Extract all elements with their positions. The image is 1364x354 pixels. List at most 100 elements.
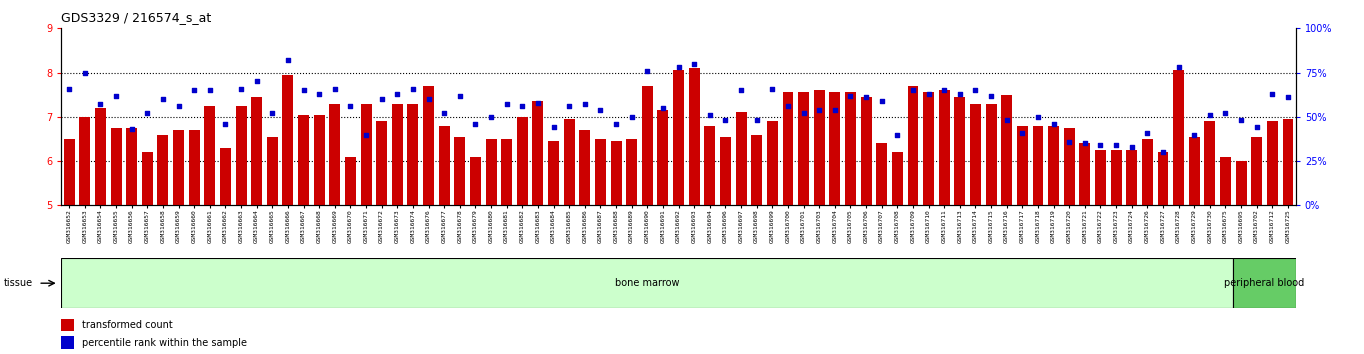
Text: peripheral blood: peripheral blood <box>1225 278 1305 288</box>
Bar <box>923 92 934 205</box>
Point <box>887 132 908 137</box>
Point <box>465 121 487 127</box>
Text: tissue: tissue <box>4 278 33 288</box>
Bar <box>501 139 512 205</box>
Point <box>1277 95 1299 100</box>
Point <box>277 57 299 63</box>
Point <box>1012 130 1034 136</box>
Point <box>449 93 471 98</box>
Bar <box>1173 70 1184 205</box>
Point <box>199 87 221 93</box>
Bar <box>157 135 168 205</box>
Point <box>840 93 862 98</box>
Bar <box>251 97 262 205</box>
Bar <box>173 130 184 205</box>
Point <box>480 114 502 120</box>
Point <box>105 93 127 98</box>
Point <box>855 95 877 100</box>
Point <box>964 87 986 93</box>
Point <box>543 125 565 130</box>
Point <box>1168 64 1189 70</box>
Bar <box>1018 126 1028 205</box>
Point <box>1121 144 1143 150</box>
Point <box>1042 121 1064 127</box>
Point <box>637 68 659 74</box>
Bar <box>1189 137 1200 205</box>
Bar <box>955 97 966 205</box>
Point <box>323 86 345 91</box>
Bar <box>282 75 293 205</box>
Bar <box>220 148 231 205</box>
Bar <box>783 92 794 205</box>
Point <box>1199 112 1221 118</box>
Point <box>308 91 330 97</box>
Bar <box>861 97 872 205</box>
Bar <box>938 90 949 205</box>
Point <box>262 110 284 116</box>
Point <box>933 87 955 93</box>
Point <box>1058 139 1080 144</box>
Point <box>777 103 799 109</box>
Point <box>168 103 190 109</box>
Point <box>746 118 768 123</box>
Bar <box>1095 150 1106 205</box>
Point <box>730 87 752 93</box>
Bar <box>704 126 715 205</box>
Point <box>824 107 846 113</box>
Bar <box>720 137 731 205</box>
Bar <box>1142 139 1153 205</box>
Text: transformed count: transformed count <box>82 320 173 330</box>
Bar <box>1048 126 1058 205</box>
Point <box>761 86 783 91</box>
Bar <box>626 139 637 205</box>
Bar <box>1251 137 1262 205</box>
Point <box>527 100 548 105</box>
Point <box>606 121 627 127</box>
Point <box>340 103 361 109</box>
Point <box>715 118 737 123</box>
Point <box>996 118 1018 123</box>
Bar <box>1267 121 1278 205</box>
Bar <box>236 106 247 205</box>
Bar <box>752 135 762 205</box>
Bar <box>61 319 74 331</box>
Point <box>558 103 580 109</box>
Bar <box>79 117 90 205</box>
Bar <box>1233 258 1296 308</box>
Point <box>512 103 533 109</box>
Point <box>495 102 517 107</box>
Point <box>386 91 408 97</box>
Point <box>574 102 596 107</box>
Bar <box>814 90 825 205</box>
Point <box>214 121 236 127</box>
Point <box>151 96 173 102</box>
Bar <box>1064 128 1075 205</box>
Point <box>417 96 439 102</box>
Bar <box>205 106 216 205</box>
Point <box>74 70 95 75</box>
Bar <box>532 101 543 205</box>
Bar <box>345 157 356 205</box>
Bar <box>798 92 809 205</box>
Bar <box>548 141 559 205</box>
Bar <box>408 104 419 205</box>
Bar <box>1204 121 1215 205</box>
Point <box>402 86 424 91</box>
Bar <box>1282 119 1293 205</box>
Bar <box>1079 143 1090 205</box>
Point <box>246 79 267 84</box>
Point <box>1105 142 1127 148</box>
Point <box>355 132 376 137</box>
Bar <box>657 110 668 205</box>
Bar <box>892 152 903 205</box>
Bar <box>1033 126 1043 205</box>
Bar <box>563 119 574 205</box>
Bar <box>1236 161 1247 205</box>
Point <box>1262 91 1284 97</box>
Point <box>1153 149 1174 155</box>
Point <box>698 112 720 118</box>
Bar <box>611 141 622 205</box>
Bar <box>672 70 685 205</box>
Point <box>792 110 814 116</box>
Point <box>90 102 112 107</box>
